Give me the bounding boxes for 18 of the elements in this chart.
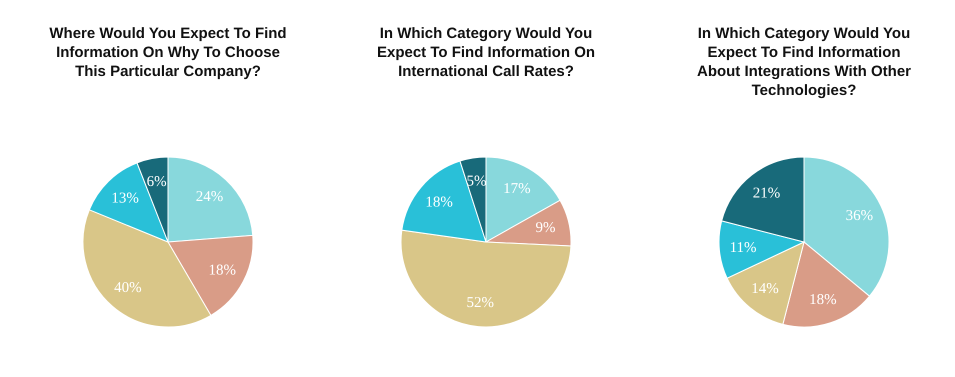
data-label: 6% xyxy=(146,174,167,190)
data-label: 40% xyxy=(114,280,142,296)
data-label: 18% xyxy=(208,262,236,278)
data-label: 14% xyxy=(751,281,779,298)
data-label: 13% xyxy=(111,190,139,206)
chart-title: In Which Category Would You Expect To Find Information About Integrations With Other Technologies? xyxy=(696,25,912,99)
data-label: 18% xyxy=(425,194,453,211)
data-label: 21% xyxy=(752,186,780,202)
data-label: 9% xyxy=(536,220,556,236)
data-label: 5% xyxy=(466,174,487,190)
chart-title: In Which Category Would You Expect To Find Information On International Call Rates? xyxy=(376,25,596,80)
data-label: 52% xyxy=(466,294,494,311)
data-label: 24% xyxy=(196,189,224,206)
data-label: 36% xyxy=(846,208,874,224)
data-label: 18% xyxy=(809,292,837,308)
data-label: 11% xyxy=(730,240,757,256)
data-label: 17% xyxy=(503,181,531,198)
chart-title: Where Would You Expect To Find Information On Why To Choose This Particular Company? xyxy=(49,25,287,80)
